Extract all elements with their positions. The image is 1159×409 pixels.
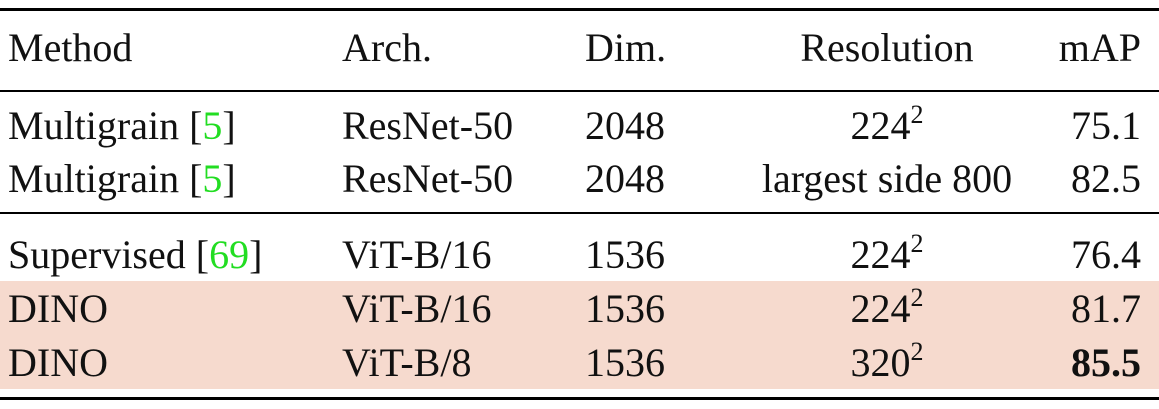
dim-cell: 1536 <box>585 232 665 277</box>
header-resolution: Resolution <box>800 25 974 70</box>
dim-cell: 1536 <box>585 340 665 385</box>
resolution-exponent: 2 <box>910 282 924 312</box>
resolution-base: 224 <box>850 286 911 331</box>
header-rule <box>0 90 1159 92</box>
header-dim: Dim. <box>585 25 667 70</box>
map-cell: 82.5 <box>1071 156 1141 201</box>
dim-cell: 2048 <box>585 156 665 201</box>
dim-cell: 2048 <box>585 103 665 148</box>
header-map: mAP <box>1058 25 1141 70</box>
citation-link[interactable]: 5 <box>202 103 223 148</box>
dim-cell: 1536 <box>585 286 665 331</box>
arch-cell: ResNet-50 <box>342 103 514 148</box>
table-row: Multigrain [5] ResNet-50 2048 largest si… <box>0 151 1159 207</box>
table-row-highlighted: DINO ViT-B/16 1536 2242 81.7 <box>0 281 1159 337</box>
resolution-cell: 2242 <box>712 281 1062 337</box>
resolution-cell: largest side 800 <box>761 156 1013 201</box>
method-cell: DINO <box>8 286 108 331</box>
resolution-exponent: 2 <box>910 336 924 366</box>
map-cell-best: 85.5 <box>1071 340 1141 385</box>
resolution-cell: 2242 <box>712 227 1062 283</box>
resolution-cell: 2242 <box>712 98 1062 154</box>
method-name: Multigrain <box>8 103 180 148</box>
arch-cell: ResNet-50 <box>342 156 514 201</box>
method-cell: Supervised [69] <box>8 232 263 277</box>
map-cell: 75.1 <box>1071 103 1141 148</box>
header-arch: Arch. <box>342 25 432 70</box>
table-row-highlighted: DINO ViT-B/8 1536 3202 85.5 <box>0 335 1159 389</box>
map-cell: 81.7 <box>1071 286 1141 331</box>
header-method: Method <box>8 25 133 70</box>
citation-link[interactable]: 5 <box>202 156 223 201</box>
section-rule <box>0 212 1159 214</box>
resolution-exponent: 2 <box>910 228 924 258</box>
citation-link[interactable]: 69 <box>209 232 250 277</box>
resolution-cell: 3202 <box>712 335 1062 391</box>
arch-cell: ViT-B/8 <box>342 340 472 385</box>
method-cell: Multigrain [5] <box>8 103 236 148</box>
resolution-exponent: 2 <box>910 99 924 129</box>
resolution-base: 224 <box>850 232 911 277</box>
resolution-base: 320 <box>850 340 911 385</box>
bottom-rule <box>0 397 1159 400</box>
map-cell: 76.4 <box>1071 232 1141 277</box>
table-row: Supervised [69] ViT-B/16 1536 2242 76.4 <box>0 227 1159 283</box>
method-name: Multigrain <box>8 156 180 201</box>
top-rule <box>0 8 1159 11</box>
method-cell: Multigrain [5] <box>8 156 236 201</box>
method-cell: DINO <box>8 340 108 385</box>
table-row: Multigrain [5] ResNet-50 2048 2242 75.1 <box>0 98 1159 154</box>
arch-cell: ViT-B/16 <box>342 232 492 277</box>
method-name: Supervised <box>8 232 186 277</box>
header-row: Method Arch. Dim. Resolution mAP <box>0 20 1159 76</box>
resolution-base: 224 <box>850 103 911 148</box>
arch-cell: ViT-B/16 <box>342 286 492 331</box>
